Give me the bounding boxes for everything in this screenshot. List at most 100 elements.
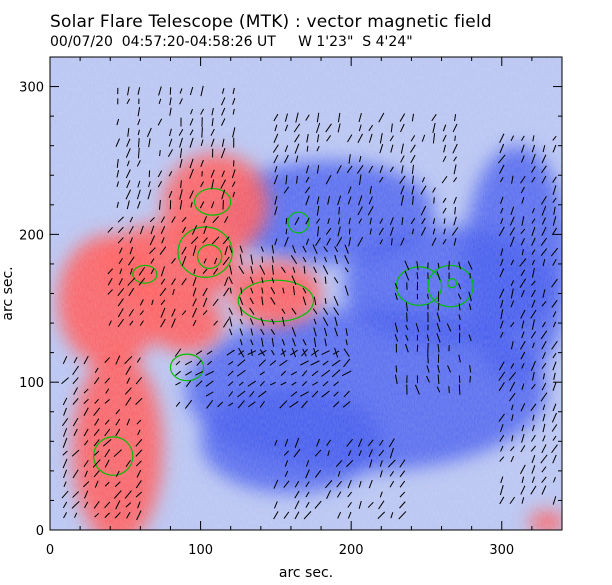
field-vector — [469, 365, 472, 373]
field-vector — [305, 501, 310, 508]
field-contour — [93, 436, 134, 476]
field-vector — [300, 360, 309, 366]
field-vector — [509, 381, 516, 392]
field-vector — [442, 124, 447, 132]
field-vector — [118, 247, 123, 254]
field-vector — [369, 228, 372, 235]
field-vector — [552, 216, 557, 226]
field-vector — [139, 320, 144, 326]
field-vector — [334, 254, 338, 265]
field-vector — [458, 303, 461, 311]
field-vector — [469, 375, 471, 383]
field-vector — [326, 135, 332, 142]
field-vector — [500, 299, 504, 308]
field-vector — [169, 107, 172, 116]
field-vector — [442, 239, 447, 245]
field-vector — [316, 196, 320, 205]
field-vector — [117, 308, 124, 318]
field-vector — [451, 227, 459, 236]
field-contour — [132, 264, 158, 284]
field-vector — [531, 319, 535, 330]
field-vector — [73, 387, 78, 395]
field-vector — [532, 135, 535, 142]
field-vector — [229, 265, 233, 275]
field-vector — [128, 287, 135, 297]
field-vector — [500, 207, 504, 214]
field-vector — [552, 321, 557, 328]
field-vector — [552, 135, 557, 141]
field-vector — [531, 218, 536, 224]
field-vector — [250, 265, 254, 274]
field-vector — [199, 201, 205, 209]
field-vector — [313, 327, 317, 337]
field-vector — [500, 248, 504, 256]
field-vector — [410, 218, 416, 225]
field-vector — [179, 137, 183, 148]
field-vector — [337, 112, 341, 123]
field-vector — [295, 155, 299, 163]
field-vector — [258, 390, 267, 398]
field-vector — [221, 107, 226, 116]
field-vector — [239, 318, 243, 325]
field-vector — [210, 201, 215, 209]
field-vector — [521, 497, 525, 504]
field-vector — [62, 355, 68, 365]
field-vector — [399, 491, 406, 498]
field-vector — [437, 364, 440, 373]
field-vector — [250, 254, 254, 265]
field-vector — [552, 352, 557, 359]
field-vector — [239, 296, 244, 305]
field-vector — [195, 380, 203, 387]
field-vector — [369, 459, 373, 468]
field-vector — [229, 328, 233, 336]
field-vector — [222, 236, 230, 245]
field-vector — [379, 133, 383, 144]
field-vector — [221, 138, 225, 147]
field-vector — [224, 277, 229, 287]
field-vector — [458, 324, 461, 331]
field-vector — [61, 418, 69, 427]
field-vector — [285, 174, 288, 185]
field-vector — [521, 144, 525, 153]
field-vector — [238, 265, 245, 274]
field-vector — [335, 460, 343, 467]
field-vector — [190, 202, 193, 208]
field-vector — [126, 180, 131, 189]
field-vector — [206, 399, 214, 409]
field-vector — [390, 144, 394, 153]
field-vector — [201, 127, 203, 138]
field-vector — [531, 383, 536, 390]
field-vector — [284, 460, 289, 467]
field-vector — [521, 476, 525, 483]
field-vector — [271, 337, 275, 347]
field-vector — [410, 144, 416, 153]
field-vector — [63, 512, 68, 519]
field-vector — [192, 277, 197, 287]
field-vector — [394, 292, 398, 301]
field-vector — [499, 164, 505, 174]
field-vector — [280, 370, 287, 376]
field-vector — [531, 249, 536, 255]
field-vector — [358, 450, 362, 457]
field-vector — [436, 312, 441, 322]
field-vector — [115, 470, 120, 477]
field-vector — [399, 480, 406, 488]
field-vector — [113, 490, 122, 499]
field-vector — [84, 470, 88, 478]
field-vector — [389, 135, 394, 142]
field-vector — [179, 98, 183, 105]
field-vector — [389, 217, 394, 226]
x-tick-label: 200 — [339, 543, 364, 558]
field-vector — [358, 218, 362, 224]
field-vector — [138, 277, 146, 286]
field-vector — [411, 228, 415, 235]
field-vector — [237, 390, 246, 398]
field-vector — [193, 268, 196, 275]
field-vector — [368, 479, 373, 489]
field-vector — [189, 129, 194, 136]
field-vector — [521, 424, 525, 432]
field-vector — [399, 459, 406, 468]
field-vector — [149, 235, 156, 246]
field-vector — [160, 307, 166, 318]
field-vector — [222, 256, 230, 266]
